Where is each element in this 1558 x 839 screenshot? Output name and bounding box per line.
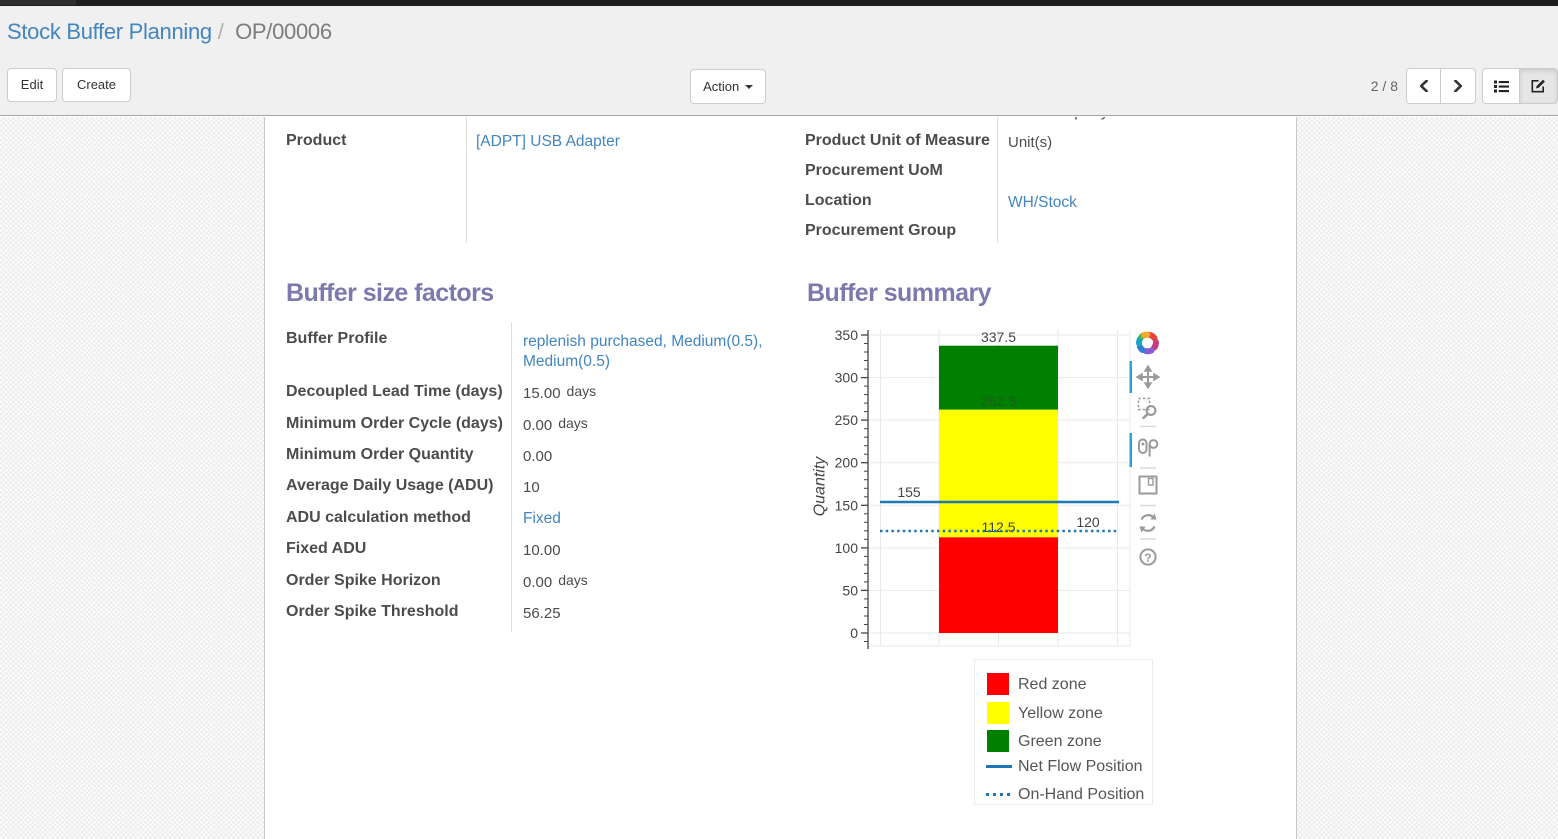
svg-text:50: 50: [842, 582, 858, 598]
svg-text:300: 300: [835, 370, 859, 386]
svg-text:337.5: 337.5: [981, 329, 1016, 345]
svg-text:200: 200: [835, 455, 859, 471]
svg-text:150: 150: [835, 497, 859, 513]
svg-text:0: 0: [850, 625, 858, 641]
svg-text:250: 250: [835, 412, 859, 428]
svg-text:350: 350: [835, 327, 859, 343]
svg-text:120: 120: [1076, 514, 1100, 530]
svg-text:100: 100: [835, 540, 859, 556]
svg-text:155: 155: [897, 484, 921, 500]
svg-text:?: ?: [1144, 551, 1151, 565]
svg-text:112.5: 112.5: [982, 519, 1016, 535]
svg-text:262.5: 262.5: [981, 393, 1016, 409]
svg-text:Quantity: Quantity: [812, 456, 829, 517]
